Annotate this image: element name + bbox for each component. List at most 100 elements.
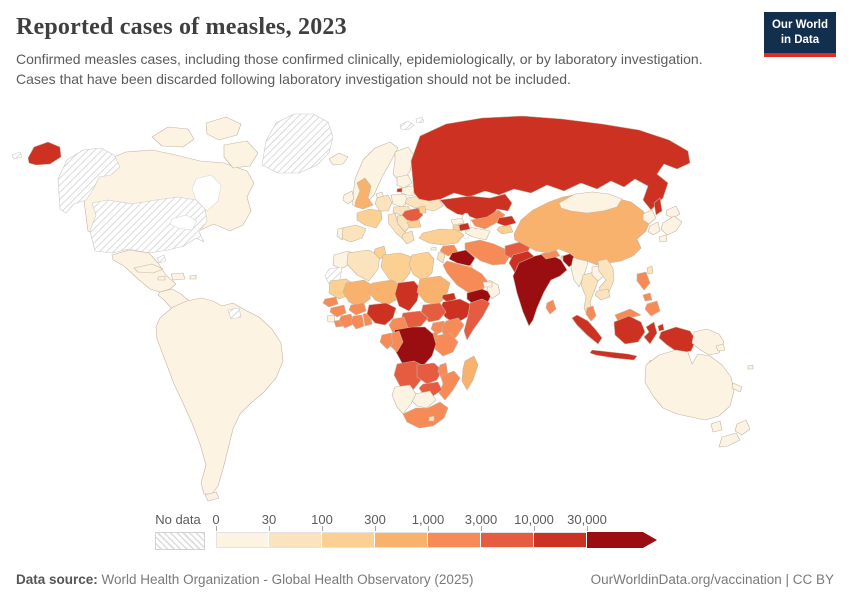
country-angola[interactable]: [393, 360, 425, 391]
country-armenia[interactable]: [452, 224, 461, 232]
country-lesotho[interactable]: [428, 415, 435, 422]
country-india[interactable]: [512, 252, 568, 327]
country-indonesia-sumatra[interactable]: [571, 314, 603, 345]
country-spain[interactable]: [338, 224, 367, 243]
region-solomon-islands[interactable]: [715, 343, 726, 352]
country-ireland[interactable]: [342, 190, 355, 205]
region-tierra-del-fuego[interactable]: [204, 491, 220, 502]
country-cuba[interactable]: [133, 263, 164, 274]
country-jamaica[interactable]: [157, 275, 166, 281]
country-united-kingdom[interactable]: [354, 177, 374, 210]
country-south-korea[interactable]: [647, 221, 661, 236]
country-zambia[interactable]: [416, 362, 443, 385]
legend-segment[interactable]: [481, 532, 534, 548]
country-philippines-luzon[interactable]: [636, 271, 651, 291]
country-moldova[interactable]: [418, 205, 427, 214]
country-nigeria[interactable]: [366, 302, 397, 326]
country-burkina-faso[interactable]: [348, 302, 367, 316]
country-mali[interactable]: [342, 279, 373, 308]
country-australia[interactable]: [644, 349, 735, 421]
country-indonesia-papua[interactable]: [658, 326, 697, 354]
country-sudan[interactable]: [416, 275, 451, 306]
country-iceland[interactable]: [328, 152, 349, 166]
country-usa-aleutians[interactable]: [11, 151, 23, 160]
legend-segment-arrow[interactable]: [587, 532, 657, 548]
country-haiti-dominican[interactable]: [170, 272, 186, 281]
legend-segment[interactable]: [534, 532, 587, 548]
region-baltics[interactable]: [396, 174, 413, 189]
country-saudi-arabia[interactable]: [442, 260, 489, 294]
country-uae[interactable]: [482, 281, 493, 288]
region-israel-jordan[interactable]: [436, 251, 446, 264]
country-germany[interactable]: [374, 194, 393, 212]
legend-segment[interactable]: [428, 532, 481, 548]
country-indonesia-borneo[interactable]: [613, 315, 646, 345]
country-papua-new-guinea[interactable]: [691, 328, 725, 356]
country-iran[interactable]: [464, 239, 511, 266]
country-malaysia-borneo[interactable]: [614, 308, 642, 322]
country-cyprus[interactable]: [430, 246, 437, 251]
country-tajikistan[interactable]: [496, 224, 514, 235]
country-russia-kaliningrad[interactable]: [396, 187, 403, 193]
country-niger[interactable]: [368, 279, 401, 306]
attribution[interactable]: OurWorldinData.org/vaccination | CC BY: [590, 572, 834, 587]
country-russia[interactable]: [410, 115, 691, 211]
country-algeria[interactable]: [346, 249, 381, 282]
country-indonesia-moluccas[interactable]: [657, 323, 665, 332]
country-greenland[interactable]: [261, 113, 334, 174]
country-usa-alaska[interactable]: [57, 147, 121, 214]
country-indonesia-java[interactable]: [589, 349, 638, 361]
country-new-zealand-north[interactable]: [734, 419, 751, 436]
country-canada-arctic[interactable]: [205, 116, 242, 141]
country-bulgaria[interactable]: [406, 219, 422, 229]
region-fiji[interactable]: [747, 364, 754, 370]
country-cote-divoire[interactable]: [338, 313, 355, 329]
region-south-america[interactable]: [155, 297, 284, 495]
country-ghana[interactable]: [350, 314, 365, 330]
country-egypt[interactable]: [408, 251, 435, 282]
country-france[interactable]: [356, 208, 383, 229]
country-mozambique[interactable]: [438, 370, 461, 401]
region-svalbard[interactable]: [399, 120, 415, 131]
legend-segment[interactable]: [216, 532, 269, 548]
country-malaysia-peninsula[interactable]: [585, 305, 597, 322]
country-south-africa[interactable]: [402, 401, 449, 429]
owid-logo[interactable]: Our World in Data: [763, 12, 836, 57]
country-turkey[interactable]: [418, 228, 465, 246]
country-usa[interactable]: [89, 196, 208, 254]
legend-segment[interactable]: [322, 532, 375, 548]
legend-segment[interactable]: [375, 532, 428, 548]
country-greece[interactable]: [401, 230, 415, 245]
country-guinea[interactable]: [329, 304, 347, 318]
country-cambodia[interactable]: [594, 288, 611, 301]
country-namibia[interactable]: [391, 384, 417, 415]
country-libya[interactable]: [380, 252, 413, 285]
country-indonesia-sulawesi[interactable]: [643, 321, 658, 345]
country-australia-tasmania[interactable]: [710, 420, 723, 433]
country-sri-lanka[interactable]: [545, 299, 557, 315]
country-kazakhstan[interactable]: [439, 193, 513, 222]
legend-segment[interactable]: [269, 532, 322, 548]
no-data-swatch[interactable]: [155, 532, 205, 550]
country-russia-sakhalin[interactable]: [653, 197, 663, 216]
country-north-korea[interactable]: [642, 209, 657, 225]
country-turkmenistan[interactable]: [464, 226, 491, 241]
country-madagascar[interactable]: [461, 355, 479, 391]
country-portugal[interactable]: [336, 227, 344, 241]
country-canada-arctic[interactable]: [223, 140, 259, 169]
country-russia-chukotka[interactable]: [27, 141, 62, 166]
country-puerto-rico[interactable]: [189, 274, 197, 280]
country-japan[interactable]: [665, 205, 681, 219]
country-japan[interactable]: [658, 234, 668, 243]
country-kyrgyzstan[interactable]: [496, 215, 517, 227]
country-bahamas[interactable]: [156, 254, 167, 264]
country-georgia[interactable]: [450, 217, 465, 226]
country-philippines-visayas[interactable]: [642, 292, 653, 302]
region-svalbard[interactable]: [415, 116, 425, 124]
country-chad[interactable]: [394, 280, 421, 312]
country-taiwan[interactable]: [646, 265, 654, 275]
country-japan[interactable]: [660, 215, 683, 236]
country-canada-arctic[interactable]: [151, 126, 195, 148]
country-gabon[interactable]: [379, 332, 394, 350]
country-senegal[interactable]: [322, 296, 339, 308]
